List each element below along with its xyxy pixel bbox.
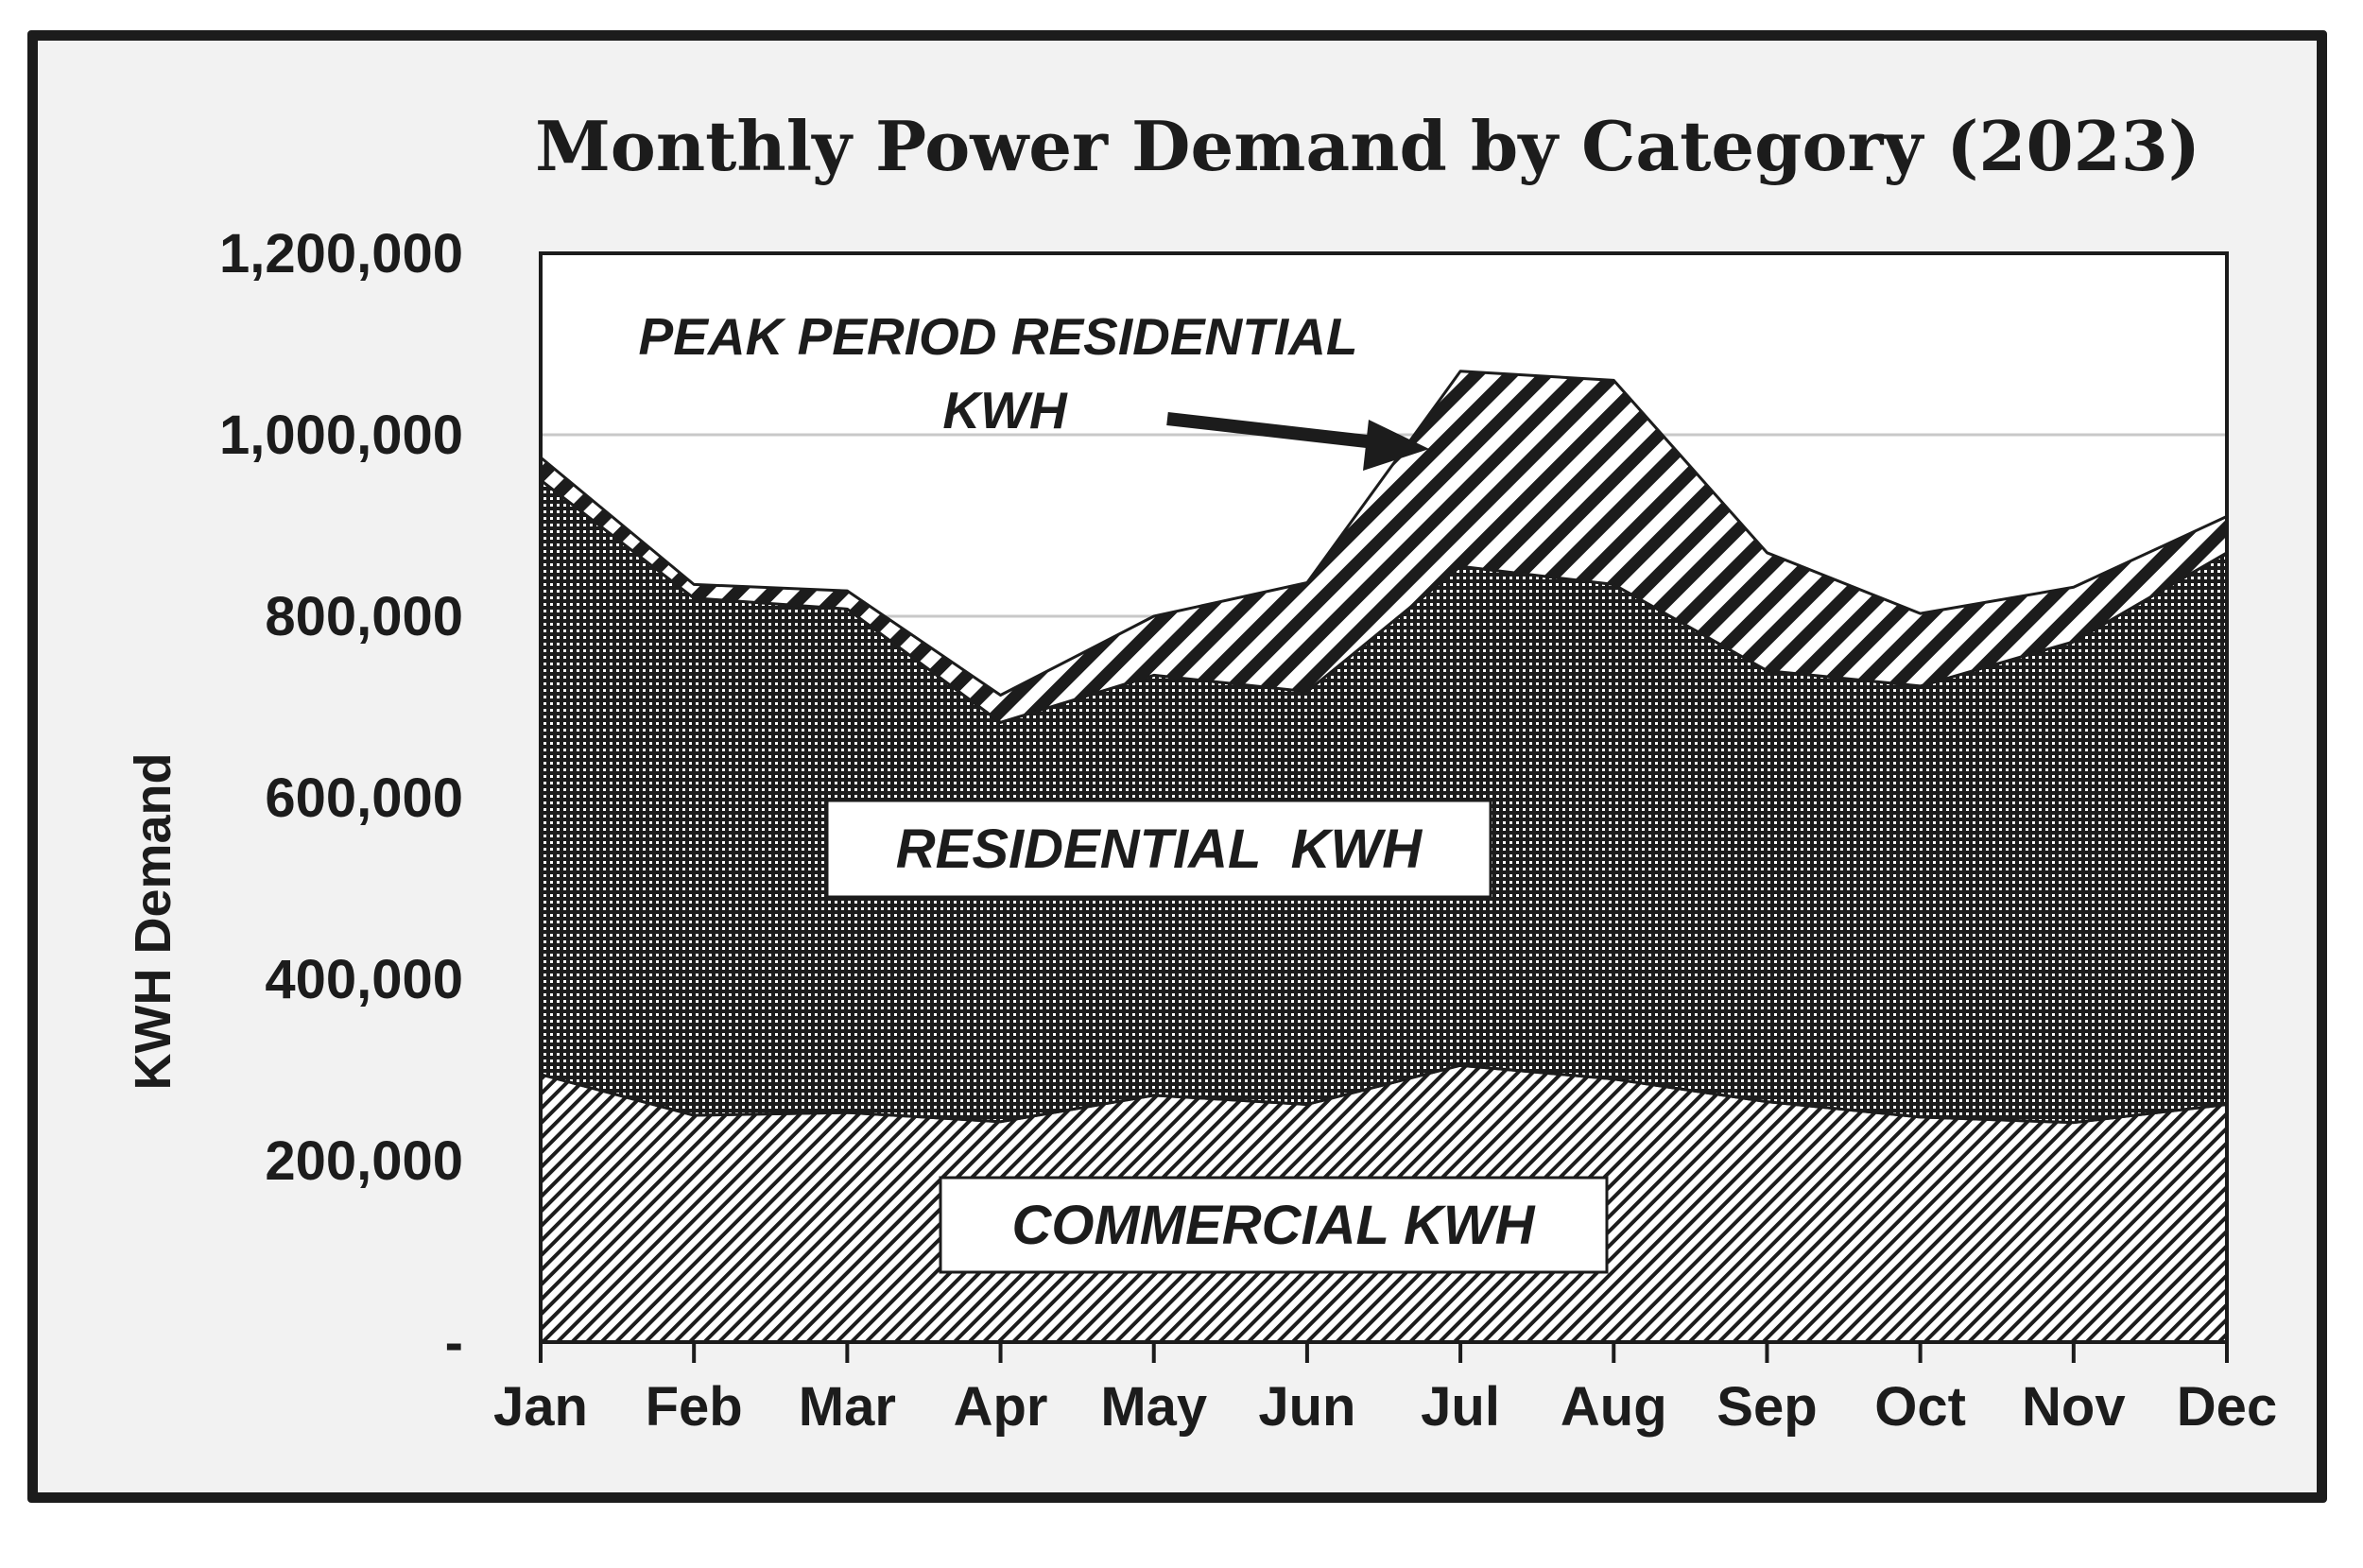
x-label-apr: Apr [954,1376,1048,1438]
x-label-may: May [1100,1376,1207,1438]
x-label-jul: Jul [1421,1376,1500,1438]
residential-label-box [825,799,1492,899]
y-label-5: 1,000,000 [219,405,463,466]
y-axis-label: KWH Demand [125,752,181,1090]
x-label-feb: Feb [646,1376,743,1438]
peak-callout-line2: KWH [942,381,1068,439]
y-label-6: 1,200,000 [219,223,463,284]
plot-border [539,251,2229,1344]
peak-residential-callout: PEAK PERIOD RESIDENTIAL KWH [639,307,1429,471]
x-label-jun: Jun [1258,1376,1355,1438]
commercial-label-box [939,1176,1609,1274]
callout-arrow-shaft [1166,412,1376,449]
x-axis-ticks [539,1342,2229,1363]
x-label-mar: Mar [799,1376,896,1438]
residential-label: RESIDENTIAL KWH [896,818,1423,880]
y-label-0: - [445,1312,463,1373]
chart-title: Monthly Power Demand by Category (2023) [535,106,2200,186]
commercial-label: COMMERCIAL KWH [1011,1195,1535,1256]
y-label-4: 800,000 [265,586,463,647]
x-label-dec: Dec [2177,1376,2277,1438]
commercial-callout: COMMERCIAL KWH [939,1176,1609,1274]
x-label-nov: Nov [2022,1376,2126,1438]
callout-arrow-head [1363,420,1429,471]
y-label-3: 600,000 [265,767,463,829]
y-label-1: 200,000 [265,1130,463,1192]
y-label-2: 400,000 [265,949,463,1010]
x-axis-tick-labels: Jan Feb Mar Apr May Jun Jul Aug Sep Oct Nov Dec [493,1376,2277,1438]
x-label-aug: Aug [1561,1376,1667,1438]
x-label-sep: Sep [1716,1376,1817,1438]
y-axis-tick-labels: - 200,000 400,000 600,000 800,000 1,000,000 1,… [219,223,463,1373]
residential-callout: RESIDENTIAL KWH [825,799,1492,899]
peak-callout-line1: PEAK PERIOD RESIDENTIAL [639,307,1358,366]
x-label-jan: Jan [493,1376,588,1438]
x-label-oct: Oct [1874,1376,1966,1438]
